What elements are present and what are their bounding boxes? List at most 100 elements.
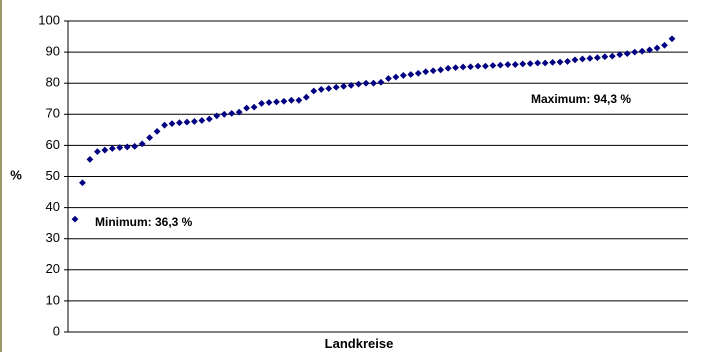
data-point [377,78,385,86]
y-tick-label-20: 20 [46,261,60,276]
data-point [86,155,94,163]
chart-frame-left-border [0,0,2,352]
y-tick-labels: 0 10 20 30 40 50 60 70 80 90 100 [38,12,68,338]
data-point [623,50,631,58]
data-point [302,93,310,101]
data-point [467,63,474,71]
data-point [191,118,198,125]
data-point [511,61,519,68]
data-point [586,54,594,62]
y-tick-label-50: 50 [46,168,60,183]
x-axis-title: Landkreise [325,336,394,351]
data-point [385,75,392,82]
y-axis-title: % [10,167,22,182]
data-point [340,82,348,90]
y-tick-label-10: 10 [46,292,60,307]
data-point [556,58,564,66]
data-point [482,62,489,70]
data-point [183,118,191,126]
data-point [288,96,295,104]
data-point [593,54,601,62]
data-point [355,80,362,88]
y-tick-label-70: 70 [46,106,60,121]
data-point [325,85,333,92]
data-points [71,35,676,223]
data-point [332,83,340,91]
data-point [153,128,161,135]
data-point [414,69,422,77]
y-tick-label-80: 80 [46,75,60,90]
data-point [526,60,534,68]
data-point [123,143,131,151]
data-point [71,215,79,223]
data-point [101,146,109,154]
data-point [317,86,325,93]
data-point [399,72,407,79]
data-point [250,103,258,111]
data-point [93,148,101,156]
data-point [79,179,86,187]
data-point [601,53,609,61]
data-point [653,44,661,52]
data-point [459,63,467,71]
data-point [243,104,251,112]
data-point [220,110,228,118]
maximum-annotation: Maximum: 94,3 % [531,92,631,106]
data-point [108,145,116,152]
data-point [519,60,527,68]
data-point [407,71,415,78]
data-point [168,120,176,128]
data-point [549,58,556,66]
data-point [392,73,400,81]
y-tick-label-60: 60 [46,137,60,152]
data-point [616,51,624,58]
data-point [258,100,265,107]
data-point [228,109,236,117]
data-point [496,61,504,69]
data-point [265,99,273,106]
data-point [541,59,549,67]
data-point [646,46,654,54]
data-point [437,66,445,74]
y-tick-label-30: 30 [46,230,60,245]
data-point [131,142,139,150]
data-point [116,144,124,151]
data-point [608,52,616,60]
data-point [213,112,221,120]
data-point [668,35,676,43]
y-tick-label-100: 100 [38,12,60,27]
data-point [273,98,280,106]
data-point [504,61,512,68]
data-point [571,56,579,64]
data-point [295,96,303,104]
data-point [138,140,146,148]
data-point [370,79,377,87]
data-point [631,48,639,56]
data-point [564,58,571,65]
data-point [310,87,318,95]
data-point [534,59,542,67]
data-point [176,119,183,127]
data-point [161,121,168,129]
minimum-annotation: Minimum: 36,3 % [95,215,193,229]
data-point [235,108,243,116]
data-point [444,64,452,72]
grid-lines [68,20,688,302]
data-point [347,81,355,89]
data-point [661,41,668,49]
data-point [638,47,646,55]
data-point [198,117,206,124]
y-tick-label-90: 90 [46,44,60,59]
data-point [422,68,430,76]
data-point [474,62,482,70]
data-point [280,97,288,105]
data-point [205,115,213,123]
data-point [362,79,370,87]
data-point [429,67,437,75]
y-tick-label-0: 0 [53,323,60,338]
data-point [452,64,459,72]
data-point [579,55,586,63]
data-point [489,62,497,69]
